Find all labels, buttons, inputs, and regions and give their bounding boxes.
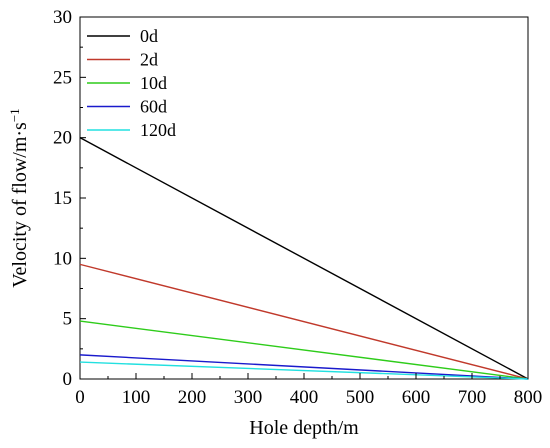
ticks-layer: 0 100 200 300 400 500 600 700 800 0 5 10 15 20 25 30	[53, 7, 542, 408]
legend-label: 60d	[140, 97, 167, 117]
legend-label: 10d	[140, 73, 167, 93]
y-tick-label: 20	[53, 128, 72, 149]
series-line-10d	[79, 320, 529, 380]
x-tick-label: 800	[514, 387, 543, 408]
y-axis-title-main: Velocity of flow/m·s	[9, 122, 31, 288]
y-axis-title-superscript: −1	[7, 108, 22, 122]
x-tick-label: 200	[178, 387, 207, 408]
series-line-2d	[79, 263, 529, 380]
x-tick-label: 300	[234, 387, 263, 408]
y-tick-label: 0	[63, 369, 73, 390]
x-tick-label: 0	[75, 387, 85, 408]
legend-label: 2d	[140, 50, 158, 70]
y-tick-label: 15	[53, 188, 72, 209]
x-tick-label: 400	[290, 387, 319, 408]
x-tick-label: 700	[458, 387, 487, 408]
series-line-0d	[79, 137, 529, 380]
y-tick-label: 10	[53, 248, 72, 269]
y-tick-label: 30	[53, 7, 72, 28]
series-line-120d	[79, 361, 529, 380]
plot-area: 0 100 200 300 400 500 600 700 800 0 5 10 15 20 25 30	[53, 7, 542, 408]
legend-label: 120d	[140, 120, 176, 140]
x-axis-title: Hole depth/m	[249, 417, 359, 439]
y-tick-label: 25	[53, 67, 72, 88]
legend-label: 0d	[140, 26, 158, 46]
legend: 0d 2d 10d 60d 120d	[87, 26, 176, 140]
series-line-60d	[79, 354, 529, 380]
y-tick-label: 5	[63, 309, 73, 330]
x-tick-label: 600	[402, 387, 431, 408]
x-tick-label: 100	[122, 387, 151, 408]
series-layer	[79, 137, 529, 380]
plot-frame	[79, 16, 529, 380]
y-axis-title: Velocity of flow/m·s−1	[7, 108, 31, 287]
x-tick-label: 500	[346, 387, 375, 408]
